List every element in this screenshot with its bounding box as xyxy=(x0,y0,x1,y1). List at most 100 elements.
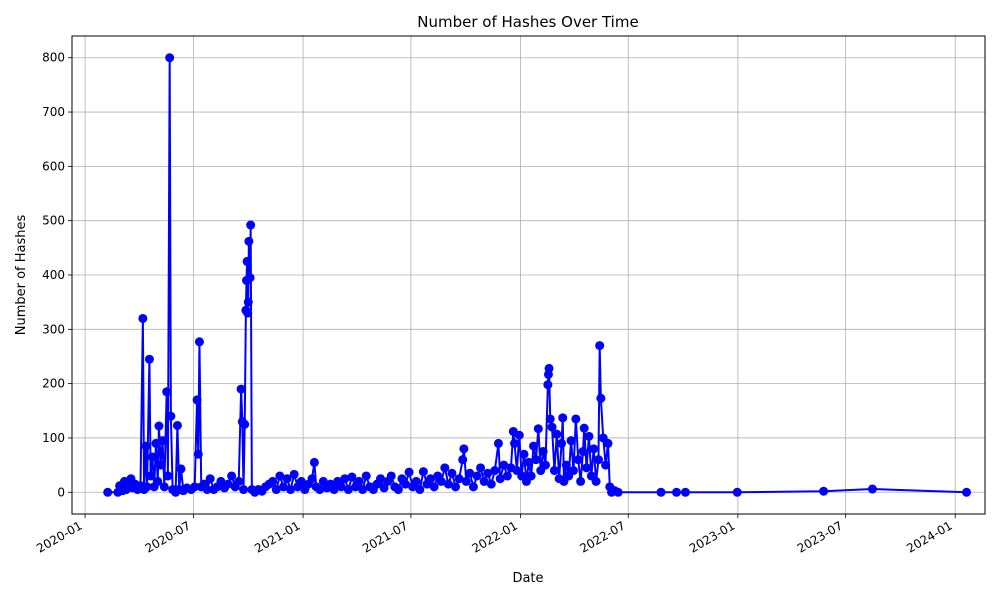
data-point xyxy=(205,474,215,484)
data-point xyxy=(243,297,253,307)
data-point xyxy=(386,471,396,481)
data-point xyxy=(158,436,168,446)
y-tick-label: 0 xyxy=(57,485,65,499)
data-point xyxy=(404,467,414,477)
y-axis-ticks: 0 100 200 300 400 500 600 700 800 xyxy=(42,51,72,499)
data-point xyxy=(495,474,505,484)
data-point xyxy=(227,471,237,481)
data-point xyxy=(246,220,256,230)
data-point xyxy=(601,460,611,470)
data-point xyxy=(582,463,592,473)
data-point xyxy=(245,273,255,283)
data-point xyxy=(282,474,292,484)
data-point xyxy=(426,474,436,484)
data-point xyxy=(354,476,364,486)
data-point xyxy=(589,444,599,454)
data-point xyxy=(275,471,285,481)
data-point xyxy=(454,474,464,484)
data-point xyxy=(566,436,576,446)
data-point xyxy=(147,452,157,462)
data-point xyxy=(524,457,534,467)
data-point xyxy=(436,476,446,486)
y-gridlines xyxy=(72,57,985,493)
data-point xyxy=(153,476,163,486)
data-point xyxy=(242,256,252,266)
data-point xyxy=(234,476,244,486)
data-point xyxy=(307,474,317,484)
data-point xyxy=(547,422,557,432)
data-point xyxy=(543,380,553,390)
data-point xyxy=(138,313,148,323)
data-point xyxy=(443,479,453,489)
data-point xyxy=(239,485,249,495)
data-point xyxy=(202,485,212,495)
data-point xyxy=(490,466,500,476)
data-point xyxy=(461,476,471,486)
data-point xyxy=(268,476,278,486)
y-axis-label: Number of Hashes xyxy=(14,215,29,336)
data-point xyxy=(336,482,346,492)
data-point xyxy=(451,482,461,492)
data-point xyxy=(732,487,742,497)
data-point xyxy=(458,455,468,465)
data-point xyxy=(162,387,172,397)
data-point xyxy=(593,455,603,465)
series-layer xyxy=(103,53,972,497)
y-tick-label: 200 xyxy=(42,377,65,391)
data-point xyxy=(159,482,169,492)
data-point xyxy=(613,487,623,497)
data-point xyxy=(591,476,601,486)
data-point xyxy=(418,467,428,477)
data-point xyxy=(529,441,539,451)
data-point xyxy=(557,438,567,448)
data-point xyxy=(358,485,368,495)
data-point xyxy=(376,474,385,484)
data-point xyxy=(603,438,613,448)
data-point xyxy=(459,444,469,454)
data-point xyxy=(531,455,541,465)
data-point xyxy=(568,466,578,476)
data-point xyxy=(166,411,176,421)
data-point xyxy=(329,485,339,495)
data-point xyxy=(240,419,250,429)
data-point xyxy=(103,487,113,497)
data-point xyxy=(309,457,319,467)
data-point xyxy=(656,487,666,497)
data-point xyxy=(172,420,182,430)
data-point xyxy=(415,485,425,495)
data-point xyxy=(552,429,562,439)
data-point xyxy=(596,393,606,403)
data-point xyxy=(538,447,548,457)
data-point xyxy=(680,487,690,497)
y-tick-label: 400 xyxy=(42,268,65,282)
data-point xyxy=(819,486,829,496)
data-point xyxy=(361,471,371,481)
data-point xyxy=(472,471,482,481)
data-point xyxy=(514,430,524,440)
data-point xyxy=(526,471,536,481)
x-axis-label: Date xyxy=(512,571,543,586)
data-point xyxy=(223,479,233,489)
data-point xyxy=(393,485,403,495)
data-point xyxy=(278,482,288,492)
data-point xyxy=(468,482,478,492)
data-point xyxy=(144,354,154,364)
data-point xyxy=(190,482,200,492)
data-point xyxy=(142,482,152,492)
data-point xyxy=(286,485,296,495)
data-point xyxy=(193,449,203,459)
data-point xyxy=(493,438,503,448)
data-point xyxy=(447,468,457,478)
data-point xyxy=(194,337,204,347)
data-point xyxy=(165,53,175,63)
data-point xyxy=(561,460,571,470)
data-point xyxy=(502,471,512,481)
data-point xyxy=(544,363,554,373)
data-point xyxy=(584,431,594,441)
data-point xyxy=(533,424,543,434)
data-point xyxy=(429,482,439,492)
data-point xyxy=(243,308,253,318)
data-point xyxy=(499,460,509,470)
